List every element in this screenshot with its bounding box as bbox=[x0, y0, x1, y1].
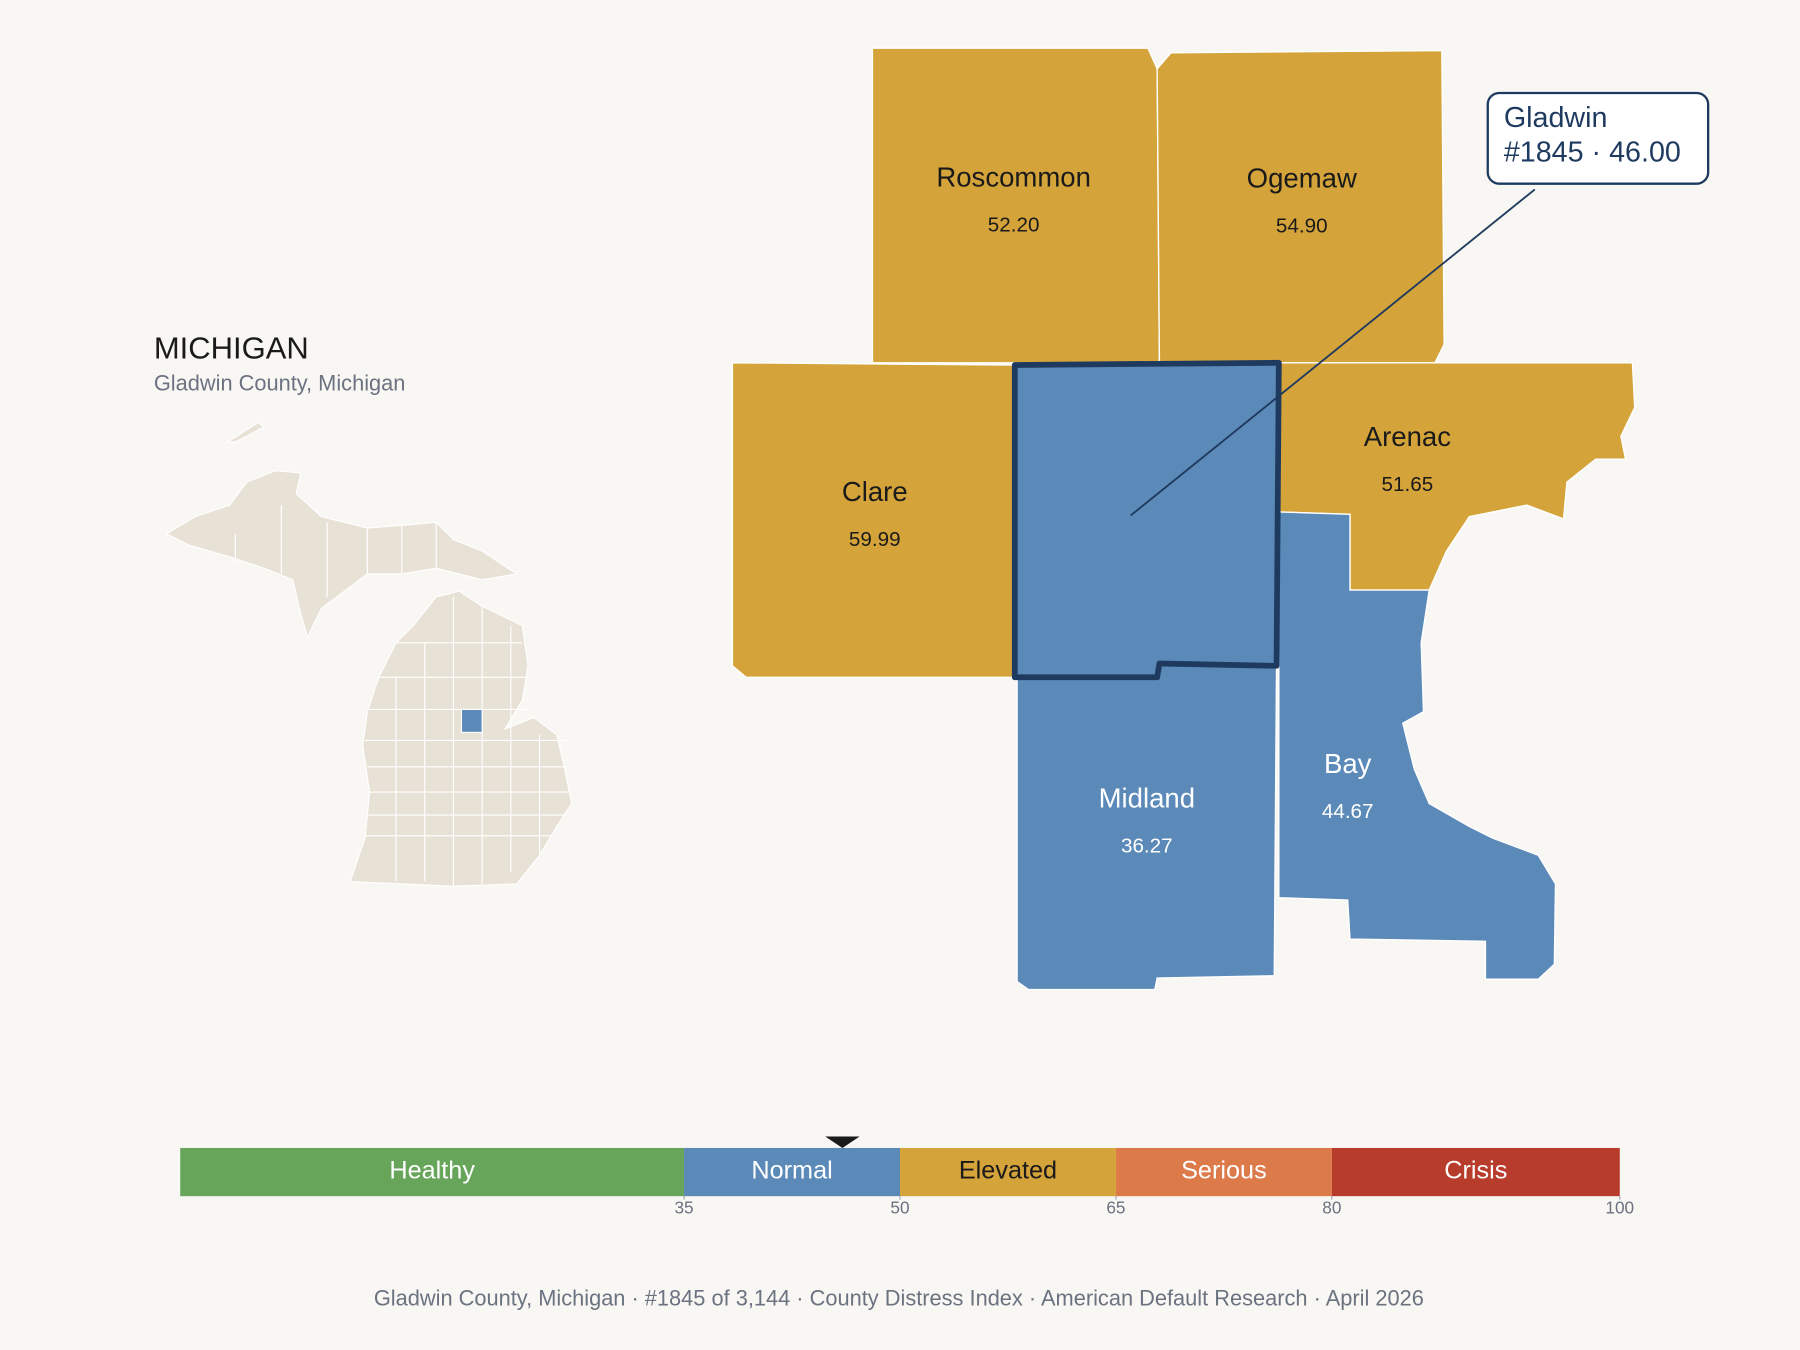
scale-tick-label: 35 bbox=[674, 1197, 693, 1217]
county-value: 52.20 bbox=[988, 214, 1040, 237]
callout-leader bbox=[1130, 188, 1536, 517]
scale-marker bbox=[825, 1136, 860, 1148]
scale-band bbox=[1115, 1147, 1332, 1197]
scale-band-label: Normal bbox=[751, 1157, 832, 1185]
scale-band bbox=[180, 1147, 685, 1197]
scale-tick-label: 50 bbox=[890, 1197, 909, 1217]
callout-detail: #1845 · 46.00 bbox=[1504, 136, 1681, 168]
county-name: Midland bbox=[1099, 782, 1195, 813]
county-map: Roscommon 52.20 Ogemaw 54.90 Clare 59.99 Arena… bbox=[731, 47, 1636, 991]
title: MICHIGAN bbox=[154, 330, 309, 365]
county-value: 44.67 bbox=[1322, 800, 1374, 823]
inset-county bbox=[460, 708, 483, 733]
callout: #1845 · 46.00 Gladwin bbox=[1130, 91, 1710, 517]
subtitle: Gladwin County, Michigan bbox=[154, 370, 406, 395]
county[interactable] bbox=[1278, 511, 1557, 980]
upper-peninsula bbox=[165, 470, 519, 639]
scale-band-label: Elevated bbox=[959, 1157, 1057, 1185]
county[interactable] bbox=[1156, 49, 1445, 364]
footer: Gladwin County, Michigan · #1845 of 3,14… bbox=[374, 1285, 1424, 1310]
county-grid bbox=[234, 505, 571, 887]
scale-band bbox=[1331, 1147, 1620, 1197]
scale-tick-label: 100 bbox=[1605, 1197, 1634, 1217]
scale-band bbox=[900, 1147, 1116, 1197]
county[interactable] bbox=[871, 47, 1161, 364]
scale-band-label: Serious bbox=[1181, 1157, 1267, 1185]
scale-band bbox=[684, 1147, 900, 1197]
county-name: Roscommon bbox=[936, 161, 1091, 192]
selected-county[interactable] bbox=[1011, 359, 1282, 681]
county-name: Bay bbox=[1324, 748, 1372, 779]
county-name: Clare bbox=[842, 476, 908, 507]
distress-scale: Healthy Normal Elevated Serious Crisis 35 50 65… bbox=[180, 1136, 1634, 1217]
county[interactable] bbox=[731, 362, 1016, 678]
county-value: 51.65 bbox=[1382, 473, 1434, 496]
scale-tick-label: 65 bbox=[1106, 1197, 1125, 1217]
county-value: 36.27 bbox=[1121, 835, 1173, 858]
county-value: 59.99 bbox=[849, 528, 901, 551]
county-name: Arenac bbox=[1364, 421, 1452, 452]
county-name: Ogemaw bbox=[1247, 163, 1357, 194]
callout-box bbox=[1486, 91, 1710, 185]
callout-name: Gladwin bbox=[1504, 102, 1608, 134]
county[interactable] bbox=[1016, 662, 1278, 991]
lower-peninsula bbox=[349, 590, 573, 887]
isle-royale bbox=[225, 421, 266, 443]
state-inset bbox=[165, 421, 573, 887]
scale-band-label: Healthy bbox=[389, 1157, 475, 1185]
scale-band-label: Crisis bbox=[1444, 1157, 1507, 1185]
county-value: 54.90 bbox=[1276, 215, 1328, 238]
inset-highlight bbox=[460, 708, 483, 733]
scale-tick-label: 80 bbox=[1322, 1197, 1341, 1217]
